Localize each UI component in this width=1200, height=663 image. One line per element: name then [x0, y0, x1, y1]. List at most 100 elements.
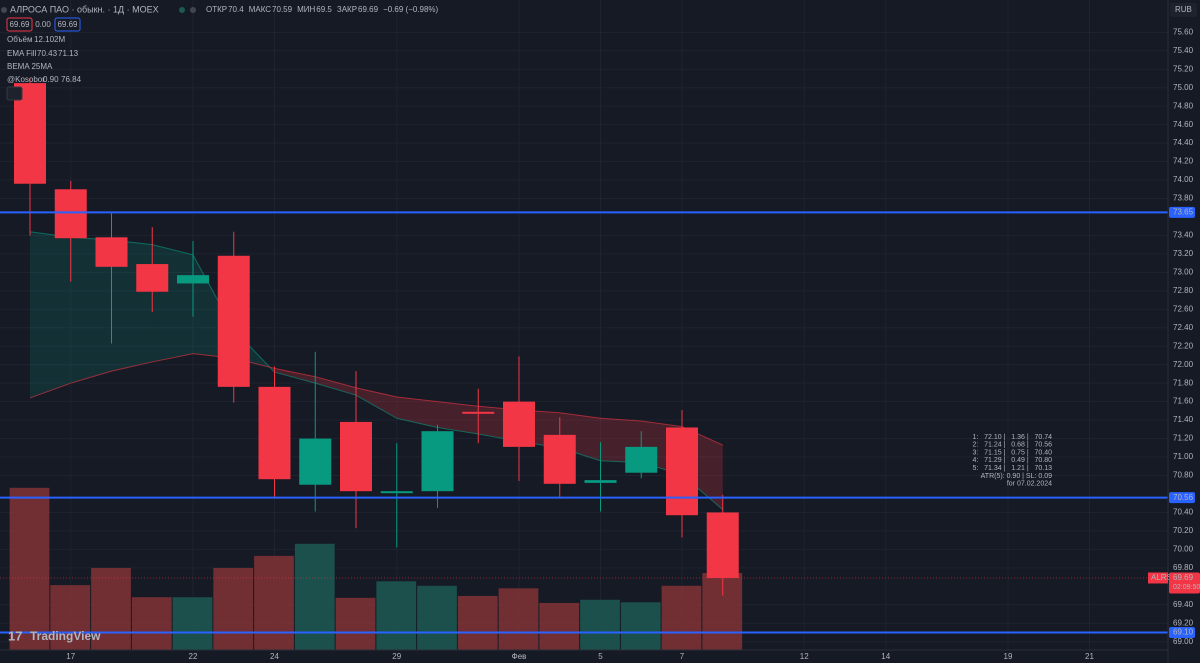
overlay: АЛРОСА ПАО · обыкн. · 1Д · MOEX 69.69 0.… — [1, 3, 1197, 643]
x-tick-label: 17 — [66, 652, 75, 661]
volume-bar — [417, 585, 457, 650]
y-tick-label: 74.60 — [1173, 120, 1194, 129]
candle-body — [95, 237, 128, 267]
x-tick-label: 12 — [800, 652, 809, 661]
candle-body — [625, 446, 658, 473]
candle-body — [177, 275, 209, 284]
candles — [14, 78, 739, 596]
symbol-tag — [1148, 572, 1168, 584]
candle-body — [503, 401, 535, 447]
spread: 0.00 — [35, 20, 51, 29]
candle-body — [299, 438, 332, 485]
y-tick-label: 71.80 — [1173, 378, 1194, 387]
y-tick-label: 74.00 — [1173, 175, 1194, 184]
stats-line: 5: 71.34 | 1.21 | 70.13 — [972, 465, 1052, 472]
volume-bar — [50, 585, 91, 650]
last-price-tag — [1169, 572, 1200, 594]
ask-box[interactable] — [54, 17, 81, 32]
price-line-label: 73.65 — [1173, 207, 1194, 216]
candle-body — [54, 189, 87, 239]
legend-label: Объём — [7, 35, 33, 44]
price-line-label: 70.56 — [1173, 493, 1194, 502]
candle-body — [340, 421, 372, 492]
y-tick-label: 75.00 — [1173, 83, 1194, 92]
bid: 69.69 — [9, 20, 30, 29]
ema-band — [315, 376, 356, 396]
y-tick-label: 71.00 — [1173, 452, 1194, 461]
change: −0.69 (−0.98%) — [383, 5, 438, 14]
candle-body — [706, 512, 739, 578]
volume-bar — [376, 581, 417, 650]
ema-band — [396, 397, 438, 428]
volume-bar — [172, 597, 213, 650]
legend-label: EMA Fill — [7, 49, 37, 58]
legend-label: BEMA 25MA — [7, 62, 53, 71]
bid-box[interactable] — [6, 17, 33, 32]
ohlc-title: МИН — [297, 5, 315, 14]
y-tick-label: 69.20 — [1173, 618, 1194, 627]
y-tick-label: 72.00 — [1173, 360, 1194, 369]
candle-body — [136, 264, 169, 292]
candle-body — [584, 480, 617, 483]
y-tick-label: 75.40 — [1173, 46, 1194, 55]
volume — [9, 487, 743, 650]
currency-box[interactable] — [1170, 3, 1197, 17]
y-tick-label: 69.00 — [1173, 637, 1194, 646]
y-tick-label: 72.80 — [1173, 286, 1194, 295]
legend-label: @Kosobor — [7, 75, 45, 84]
ema-band — [356, 387, 397, 419]
ohlc-value: 70.59 — [272, 5, 293, 14]
ema-band — [437, 401, 479, 434]
legend-value: 0.90 — [43, 75, 59, 84]
volume-bar — [457, 595, 498, 650]
y-tick-label: 75.20 — [1173, 64, 1194, 73]
y-tick-label: 73.20 — [1173, 249, 1194, 258]
price-line-tag — [1169, 626, 1195, 638]
ohlc-title: ОТКР — [206, 5, 227, 14]
ohlc-title: ЗАКР — [337, 5, 357, 14]
x-tick-label: 21 — [1085, 652, 1094, 661]
ema-band — [70, 237, 112, 384]
candle-body — [217, 255, 250, 387]
collapse-button[interactable] — [6, 86, 23, 101]
symbol-title: АЛРОСА ПАО · обыкн. · 1Д · MOEX — [10, 4, 159, 14]
y-tick-label: 69.40 — [1173, 600, 1194, 609]
y-tick-label: 70.80 — [1173, 471, 1194, 480]
timer: 02:09:50 — [1173, 584, 1200, 591]
symbol-icon — [1, 7, 7, 13]
y-tick-label: 72.40 — [1173, 323, 1194, 332]
volume-bar — [580, 599, 620, 650]
volume-bar — [498, 588, 539, 650]
ask: 69.69 — [57, 20, 78, 29]
currency: RUB — [1175, 5, 1192, 14]
x-tick-label: 7 — [680, 652, 685, 661]
y-tick-label: 71.60 — [1173, 397, 1194, 406]
x-tick-label: Фев — [512, 652, 527, 661]
legend-value: 71.13 — [58, 49, 79, 58]
volume-bar — [539, 602, 580, 650]
x-tick-label: 22 — [189, 652, 198, 661]
y-tick-label: 71.20 — [1173, 434, 1194, 443]
x-tick-label: 5 — [598, 652, 603, 661]
x-tick-label: 14 — [881, 652, 890, 661]
volume-bar — [131, 597, 172, 650]
brand-logo: 17 — [8, 628, 22, 643]
y-tick-label: 72.20 — [1173, 341, 1194, 350]
stats-line: 4: 71.29 | 0.49 | 70.80 — [972, 457, 1052, 464]
ohlc-title: МАКС — [249, 5, 272, 14]
ema-band — [30, 231, 71, 398]
y-tick-label: 73.40 — [1173, 231, 1194, 240]
volume-bar — [294, 543, 335, 650]
x-tick-label: 19 — [1004, 652, 1013, 661]
price-line-tag — [1169, 492, 1195, 504]
x-tick-label: 24 — [270, 652, 279, 661]
brand: TradingView — [30, 629, 101, 643]
y-tick-label: 70.00 — [1173, 544, 1194, 553]
y-tick-label: 70.40 — [1173, 508, 1194, 517]
stats-line: for 07.02.2024 — [1007, 481, 1052, 488]
y-tick-label: 75.60 — [1173, 27, 1194, 36]
volume-bar — [91, 567, 131, 650]
y-tick-label: 69.80 — [1173, 563, 1194, 572]
y-tick-label: 74.40 — [1173, 138, 1194, 147]
